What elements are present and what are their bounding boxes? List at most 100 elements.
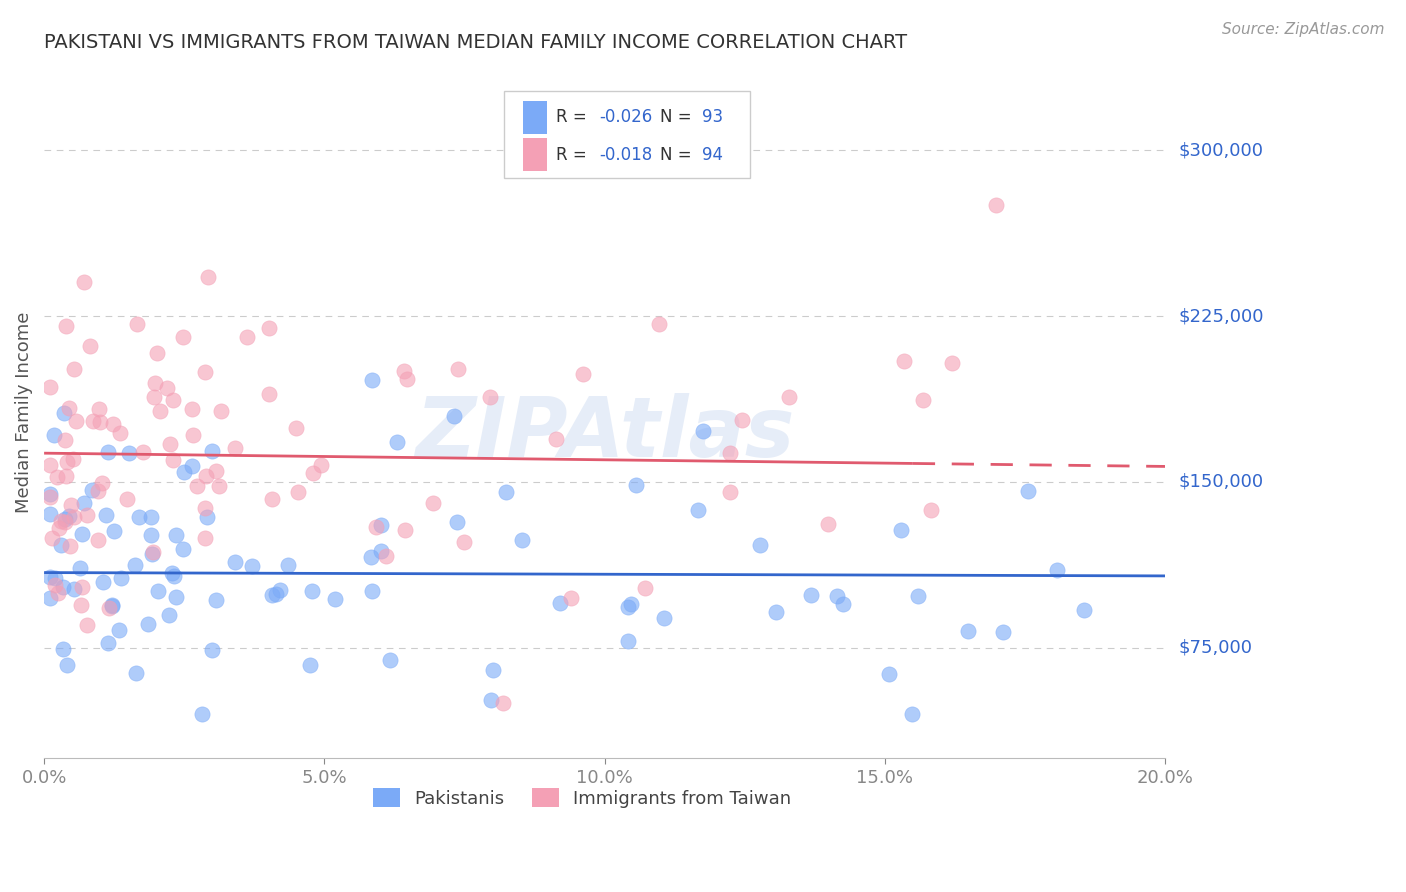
Point: [49, 514, 72, 528]
Point: [149, 404, 172, 418]
Point: [920, 503, 942, 517]
Point: [181, 428, 204, 442]
Point: [200, 444, 222, 458]
Point: [447, 362, 470, 376]
Point: [779, 390, 801, 404]
Y-axis label: Median Family Income: Median Family Income: [15, 312, 32, 514]
Point: [686, 503, 709, 517]
Point: [55, 319, 77, 334]
Point: [195, 469, 218, 483]
Point: [194, 531, 217, 545]
Point: [52, 641, 75, 656]
Point: [52, 580, 75, 594]
Point: [482, 664, 505, 678]
Text: N =: N =: [659, 108, 696, 126]
Point: [309, 458, 332, 472]
Point: [72, 527, 94, 541]
Text: 93: 93: [702, 108, 723, 126]
Point: [38, 490, 60, 504]
Point: [41, 531, 63, 545]
Point: [941, 356, 963, 370]
Point: [1046, 563, 1069, 577]
Legend: Pakistanis, Immigrants from Taiwan: Pakistanis, Immigrants from Taiwan: [366, 781, 799, 815]
Point: [162, 393, 184, 408]
Point: [361, 583, 384, 598]
Point: [277, 558, 299, 572]
Point: [128, 509, 150, 524]
Point: [49, 538, 72, 552]
Point: [38, 458, 60, 472]
Text: N =: N =: [659, 145, 696, 163]
Point: [323, 592, 346, 607]
Point: [201, 643, 224, 657]
Point: [208, 479, 231, 493]
Point: [301, 583, 323, 598]
Point: [143, 376, 166, 391]
Point: [90, 475, 112, 490]
Text: $150,000: $150,000: [1180, 473, 1264, 491]
Point: [302, 466, 325, 480]
Point: [422, 496, 444, 510]
Text: -0.026: -0.026: [599, 108, 652, 126]
Point: [617, 600, 640, 615]
Point: [617, 633, 640, 648]
Point: [718, 446, 741, 460]
Point: [58, 508, 80, 523]
Point: [139, 528, 162, 542]
Point: [38, 591, 60, 605]
Point: [647, 317, 669, 331]
FancyBboxPatch shape: [523, 138, 547, 171]
Point: [800, 588, 823, 602]
Point: [260, 491, 283, 506]
Point: [986, 198, 1008, 212]
Point: [264, 587, 287, 601]
Point: [163, 569, 186, 583]
Text: Source: ZipAtlas.com: Source: ZipAtlas.com: [1222, 22, 1385, 37]
Point: [157, 607, 180, 622]
Point: [893, 354, 915, 368]
Point: [48, 521, 70, 535]
Point: [172, 541, 194, 556]
Point: [55, 455, 77, 469]
Point: [55, 468, 77, 483]
Text: $75,000: $75,000: [1180, 639, 1253, 657]
Point: [53, 512, 76, 526]
Point: [370, 543, 392, 558]
Point: [361, 373, 384, 387]
Point: [652, 610, 675, 624]
Point: [53, 515, 76, 529]
Point: [38, 379, 60, 393]
Point: [79, 339, 101, 353]
Point: [80, 483, 103, 498]
Point: [97, 636, 120, 650]
Point: [65, 414, 87, 428]
Point: [374, 549, 396, 564]
Point: [284, 420, 307, 434]
Point: [69, 561, 91, 575]
Point: [44, 570, 66, 584]
Text: ZIPAtlas: ZIPAtlas: [415, 393, 794, 474]
Point: [832, 597, 855, 611]
Point: [103, 524, 125, 538]
Point: [52, 406, 75, 420]
Point: [173, 465, 195, 479]
Point: [626, 478, 648, 492]
Point: [156, 381, 179, 395]
Point: [59, 498, 82, 512]
Point: [360, 550, 382, 565]
Point: [991, 624, 1014, 639]
Text: -0.018: -0.018: [599, 145, 652, 163]
Point: [76, 508, 98, 522]
Point: [194, 501, 217, 516]
Point: [97, 600, 120, 615]
Point: [89, 415, 111, 429]
Point: [38, 487, 60, 501]
Point: [1017, 483, 1039, 498]
Point: [907, 590, 929, 604]
Point: [443, 409, 465, 424]
Point: [91, 575, 114, 590]
Point: [957, 624, 980, 639]
Point: [127, 317, 149, 331]
Point: [912, 393, 935, 408]
Point: [900, 707, 922, 722]
